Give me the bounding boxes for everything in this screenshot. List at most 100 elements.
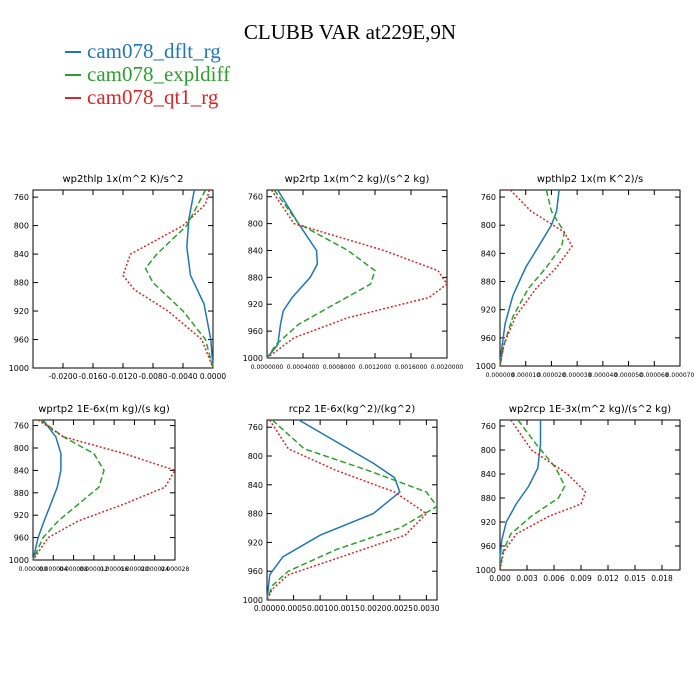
x-tick-label: 0.000016 [100, 566, 129, 573]
series-line [499, 189, 573, 367]
x-tick-label: 0.0020000 [431, 364, 464, 371]
plot-frame [266, 419, 438, 601]
legend-item: cam078_qt1_rg [65, 86, 230, 109]
y-tick-label: 1000 [9, 364, 29, 373]
y-tick-label: 880 [14, 489, 29, 498]
series-line [499, 419, 566, 571]
x-tick-label: 0.0000000 [251, 364, 284, 371]
x-tick-label: 0.0000 [254, 604, 280, 613]
series-line [266, 189, 376, 359]
series-line [266, 189, 449, 359]
y-tick-label: 960 [14, 336, 29, 345]
x-tick-label: 0.0004000 [287, 364, 320, 371]
legend-swatch [65, 50, 81, 53]
series-line [499, 189, 566, 367]
plot-title: wpthlp2 1x(m K^2)/s [537, 174, 643, 185]
y-tick-label: 920 [481, 306, 496, 315]
x-tick-label: 0.000010 [511, 372, 540, 379]
y-tick-label: 760 [481, 193, 496, 202]
x-tick-label: 0.0020 [360, 604, 386, 613]
series-line [144, 189, 214, 369]
y-tick-label: 920 [248, 538, 263, 547]
y-tick-label: 800 [248, 452, 263, 461]
x-tick-label: 0.000040 [589, 372, 618, 379]
series-line [32, 419, 62, 561]
plot-title: wprtp2 1E-6x(m kg)/(s kg) [38, 404, 170, 415]
plot-panel: wp2rtp 1x(m^2 kg)/(s^2 kg) 760 800 840 880 92… [243, 174, 464, 371]
y-tick-label: 760 [14, 193, 29, 202]
y-tick-label: 800 [14, 444, 29, 453]
x-tick-label: 0.000 [489, 574, 511, 583]
series-line [499, 189, 560, 367]
figure-title: CLUBB VAR at229E,9N [243, 20, 457, 44]
y-tick-label: 880 [248, 273, 263, 282]
legend-item: cam078_dflt_rg [65, 40, 230, 63]
legend-label: cam078_qt1_rg [87, 85, 219, 109]
legend-swatch [65, 73, 81, 76]
plot-panel: wpthlp2 1x(m K^2)/s 760 800 840 880 920 960 100… [476, 174, 695, 379]
x-tick-label: 0.000060 [640, 372, 669, 379]
series-line [266, 419, 401, 601]
y-tick-label: 840 [481, 249, 496, 258]
legend-item: cam078_expldiff [65, 63, 230, 86]
x-tick-label: 0.0005 [280, 604, 306, 613]
plot-frame [499, 419, 681, 571]
plot-title: wp2rtp 1x(m^2 kg)/(s^2 kg) [285, 174, 430, 185]
y-tick-label: 760 [14, 422, 29, 431]
y-tick-label: 840 [248, 481, 263, 490]
x-tick-label: 0.000004 [39, 566, 68, 573]
y-tick-label: 840 [248, 246, 263, 255]
y-tick-label: 840 [481, 470, 496, 479]
series-line [499, 419, 587, 571]
x-tick-label: 0.003 [516, 574, 538, 583]
x-tick-label: -0.0040 [169, 372, 198, 381]
x-tick-label: 0.000050 [614, 372, 643, 379]
y-tick-label: 1000 [9, 556, 29, 565]
x-tick-label: 0.000008 [59, 566, 88, 573]
plot-panel: wp2thlp 1x(m^2 K)/s^2 760 800 840 880 920 960 1… [9, 174, 227, 381]
plot-frame [32, 419, 176, 561]
x-tick-label: 0.0010 [307, 604, 333, 613]
x-tick-label: 0.000028 [161, 566, 190, 573]
plot-title: rcp2 1E-6x(kg^2)/(kg^2) [289, 404, 416, 415]
series-line [266, 419, 439, 601]
y-tick-label: 760 [248, 423, 263, 432]
x-tick-label: 0.0000 [200, 372, 226, 381]
legend-label: cam078_expldiff [87, 62, 231, 86]
x-tick-label: 0.006 [543, 574, 565, 583]
y-tick-label: 800 [481, 446, 496, 455]
x-tick-label: 0.009 [570, 574, 592, 583]
y-tick-label: 960 [14, 534, 29, 543]
y-tick-label: 960 [481, 334, 496, 343]
y-tick-label: 880 [14, 279, 29, 288]
y-tick-label: 1000 [476, 566, 496, 575]
x-tick-label: -0.0160 [79, 372, 108, 381]
y-tick-label: 960 [248, 327, 263, 336]
y-tick-label: 800 [481, 221, 496, 230]
y-tick-label: 760 [481, 422, 496, 431]
x-tick-label: -0.0200 [49, 372, 78, 381]
y-tick-label: 880 [248, 510, 263, 519]
x-tick-label: 0.0012000 [359, 364, 392, 371]
y-tick-label: 800 [14, 222, 29, 231]
y-tick-label: 920 [481, 518, 496, 527]
series-line [266, 189, 319, 359]
x-tick-label: -0.0080 [139, 372, 168, 381]
y-tick-label: 1000 [476, 362, 496, 371]
y-tick-label: 800 [248, 220, 263, 229]
y-tick-label: 840 [14, 250, 29, 259]
y-tick-label: 760 [248, 193, 263, 202]
legend: cam078_dflt_rg cam078_expldiff cam078_qt… [65, 40, 230, 109]
y-tick-label: 960 [481, 542, 496, 551]
x-tick-label: 0.000030 [563, 372, 592, 379]
legend-swatch [65, 96, 81, 99]
y-tick-label: 1000 [243, 596, 263, 605]
legend-label: cam078_dflt_rg [87, 39, 221, 63]
y-tick-label: 880 [481, 494, 496, 503]
plot-title: wp2thlp 1x(m^2 K)/s^2 [62, 174, 183, 185]
x-tick-label: 0.000024 [140, 566, 169, 573]
plot-panel: rcp2 1E-6x(kg^2)/(kg^2) 760 800 840 880 920 96… [243, 404, 440, 613]
plot-frame [266, 189, 448, 359]
plot-title: wp2rcp 1E-3x(m^2 kg)/(s^2 kg) [509, 404, 672, 415]
